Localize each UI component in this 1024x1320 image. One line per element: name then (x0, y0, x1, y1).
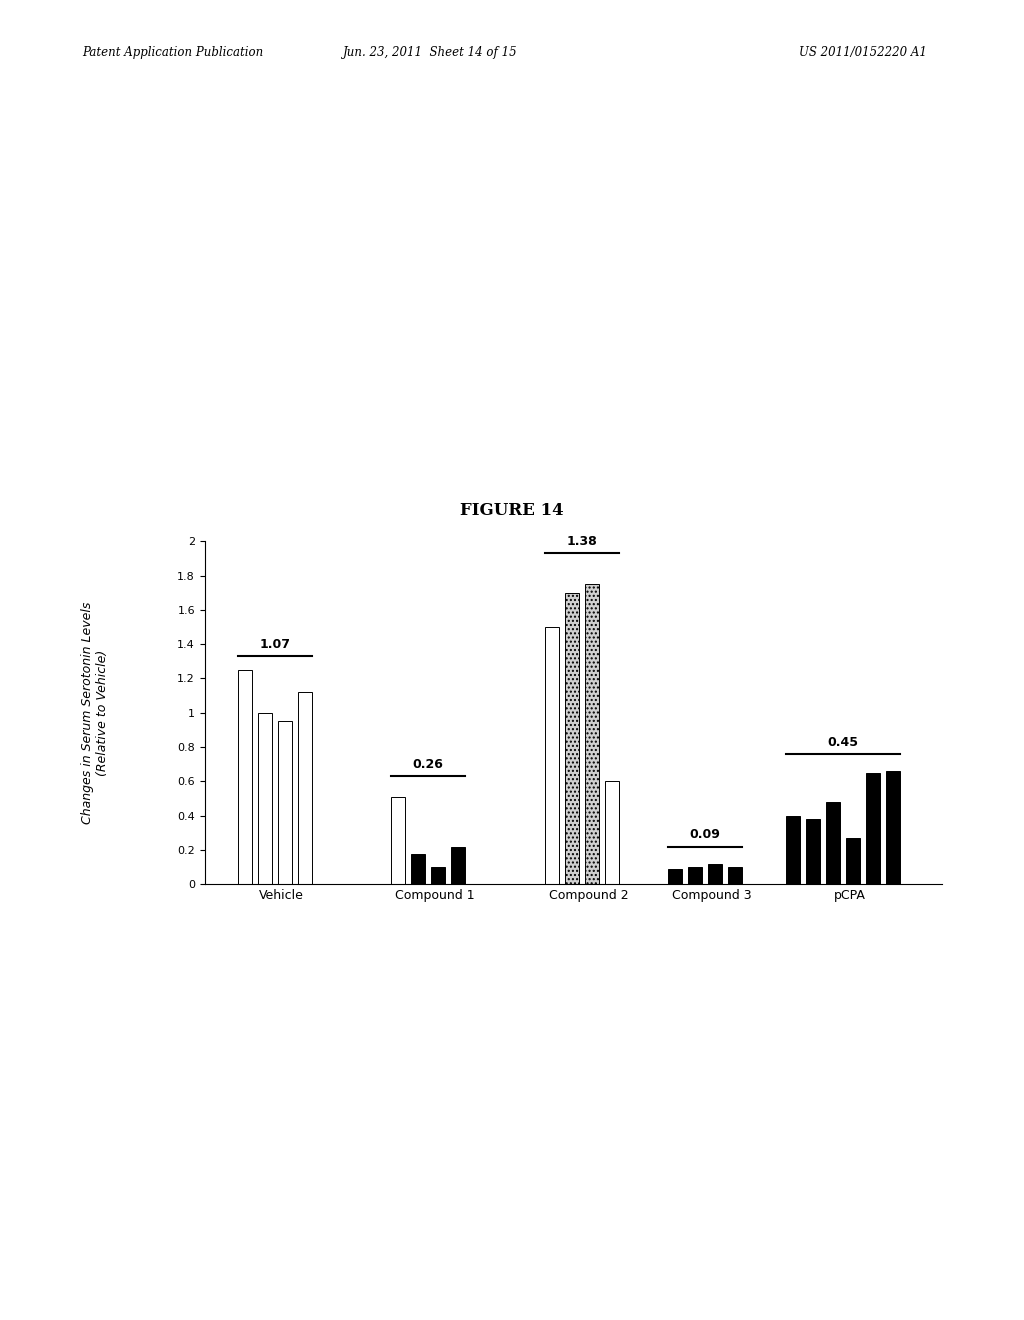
Text: 1.07: 1.07 (259, 638, 290, 651)
Bar (545, 627, 559, 884)
Text: 0.09: 0.09 (689, 829, 720, 842)
Bar (412, 854, 425, 884)
Bar (298, 692, 311, 884)
Bar (786, 816, 800, 884)
Bar (728, 867, 741, 884)
Text: Jun. 23, 2011  Sheet 14 of 15: Jun. 23, 2011 Sheet 14 of 15 (343, 46, 517, 59)
Bar (605, 781, 618, 884)
Bar (238, 671, 252, 884)
Bar (806, 820, 820, 884)
Bar (846, 838, 860, 884)
Bar (826, 803, 840, 884)
Text: FIGURE 14: FIGURE 14 (460, 502, 564, 519)
Text: US 2011/0152220 A1: US 2011/0152220 A1 (799, 46, 927, 59)
Text: Patent Application Publication: Patent Application Publication (82, 46, 263, 59)
Text: 0.26: 0.26 (413, 758, 443, 771)
Bar (866, 772, 880, 884)
Bar (431, 867, 445, 884)
Text: 1.38: 1.38 (566, 535, 597, 548)
Bar (278, 721, 292, 884)
Bar (258, 713, 271, 884)
Bar (886, 771, 900, 884)
Bar (452, 846, 465, 884)
Bar (688, 867, 701, 884)
Bar (708, 863, 722, 884)
Bar (391, 797, 406, 884)
Bar (668, 869, 682, 884)
Bar (585, 583, 599, 884)
Bar (565, 593, 579, 884)
Text: 0.45: 0.45 (827, 735, 858, 748)
Y-axis label: Changes in Serum Serotonin Levels
(Relative to Vehicle): Changes in Serum Serotonin Levels (Relat… (81, 602, 109, 824)
